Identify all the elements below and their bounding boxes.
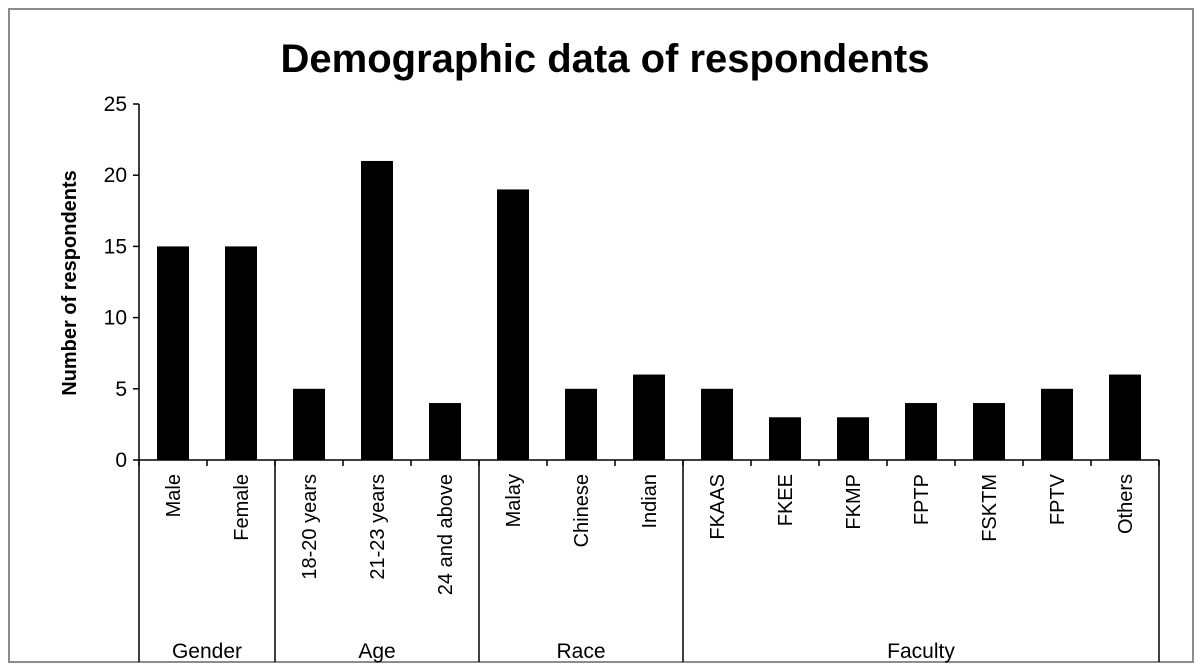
y-tick-label: 20 [104,164,127,187]
category-label: 21-23 years [367,474,389,580]
group-label: Faculty [887,640,955,663]
category-label: Others [1115,474,1137,534]
category-label: Malay [503,474,525,527]
y-tick-label: 5 [115,378,127,401]
group-label: Age [358,640,395,663]
category-label: Indian [639,474,661,529]
chart-title: Demographic data of respondents [281,37,930,81]
category-label: Male [163,474,185,517]
bar-indian [633,374,665,460]
bar-18-20-years [293,388,325,460]
bar-fptp [905,403,937,460]
category-label: FKEE [775,474,797,526]
category-label: Chinese [571,474,593,547]
category-label: 18-20 years [299,474,321,580]
bar-chinese [565,388,597,460]
bar-fkee [769,417,801,460]
category-label: FPTV [1047,473,1069,525]
bar-others [1109,374,1141,460]
bar-fptv [1041,388,1073,460]
chart-frame [8,8,1194,663]
y-tick-label: 0 [115,449,127,472]
group-label: Race [556,640,605,663]
bar-fkmp [837,417,869,460]
bar-24-and-above [429,403,461,460]
bar-malay [497,189,529,460]
bar-female [225,246,257,460]
bar-male [157,246,189,460]
bar-21-23-years [361,160,393,460]
y-tick-label: 10 [104,307,127,330]
category-label: FPTP [911,474,933,525]
y-tick-label: 15 [104,235,127,258]
bar-fsktm [973,403,1005,460]
y-tick-label: 25 [104,93,127,116]
bar-fkaas [701,388,733,460]
category-label: Female [231,474,253,541]
category-label: FKAAS [707,474,729,540]
category-label: FKMP [843,474,865,530]
y-axis-label: Number of respondents [59,170,81,396]
category-label: 24 and above [435,474,457,595]
category-label: FSKTM [979,474,1001,542]
group-label: Gender [172,640,242,663]
